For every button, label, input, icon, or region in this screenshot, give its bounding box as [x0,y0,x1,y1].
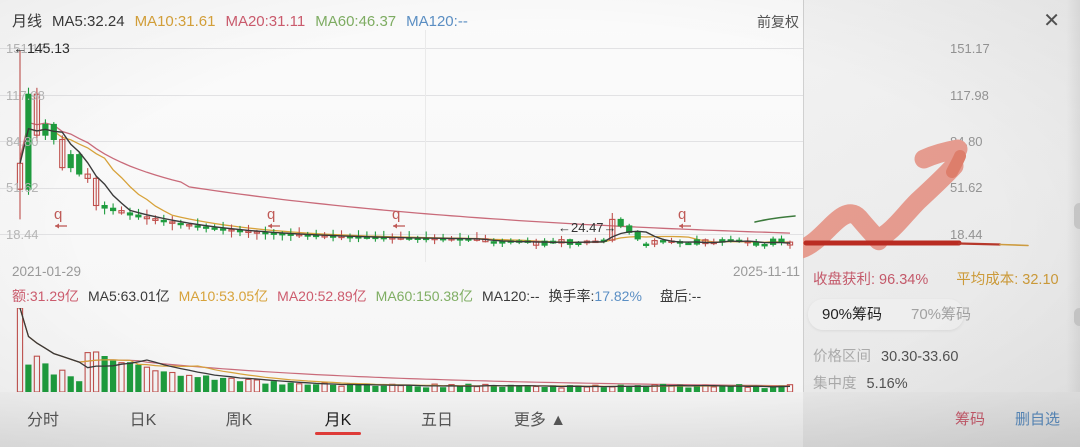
svg-text:q: q [392,206,400,223]
svg-text:q: q [54,206,62,223]
svg-text:q: q [267,206,275,223]
svg-text:q: q [678,206,686,223]
